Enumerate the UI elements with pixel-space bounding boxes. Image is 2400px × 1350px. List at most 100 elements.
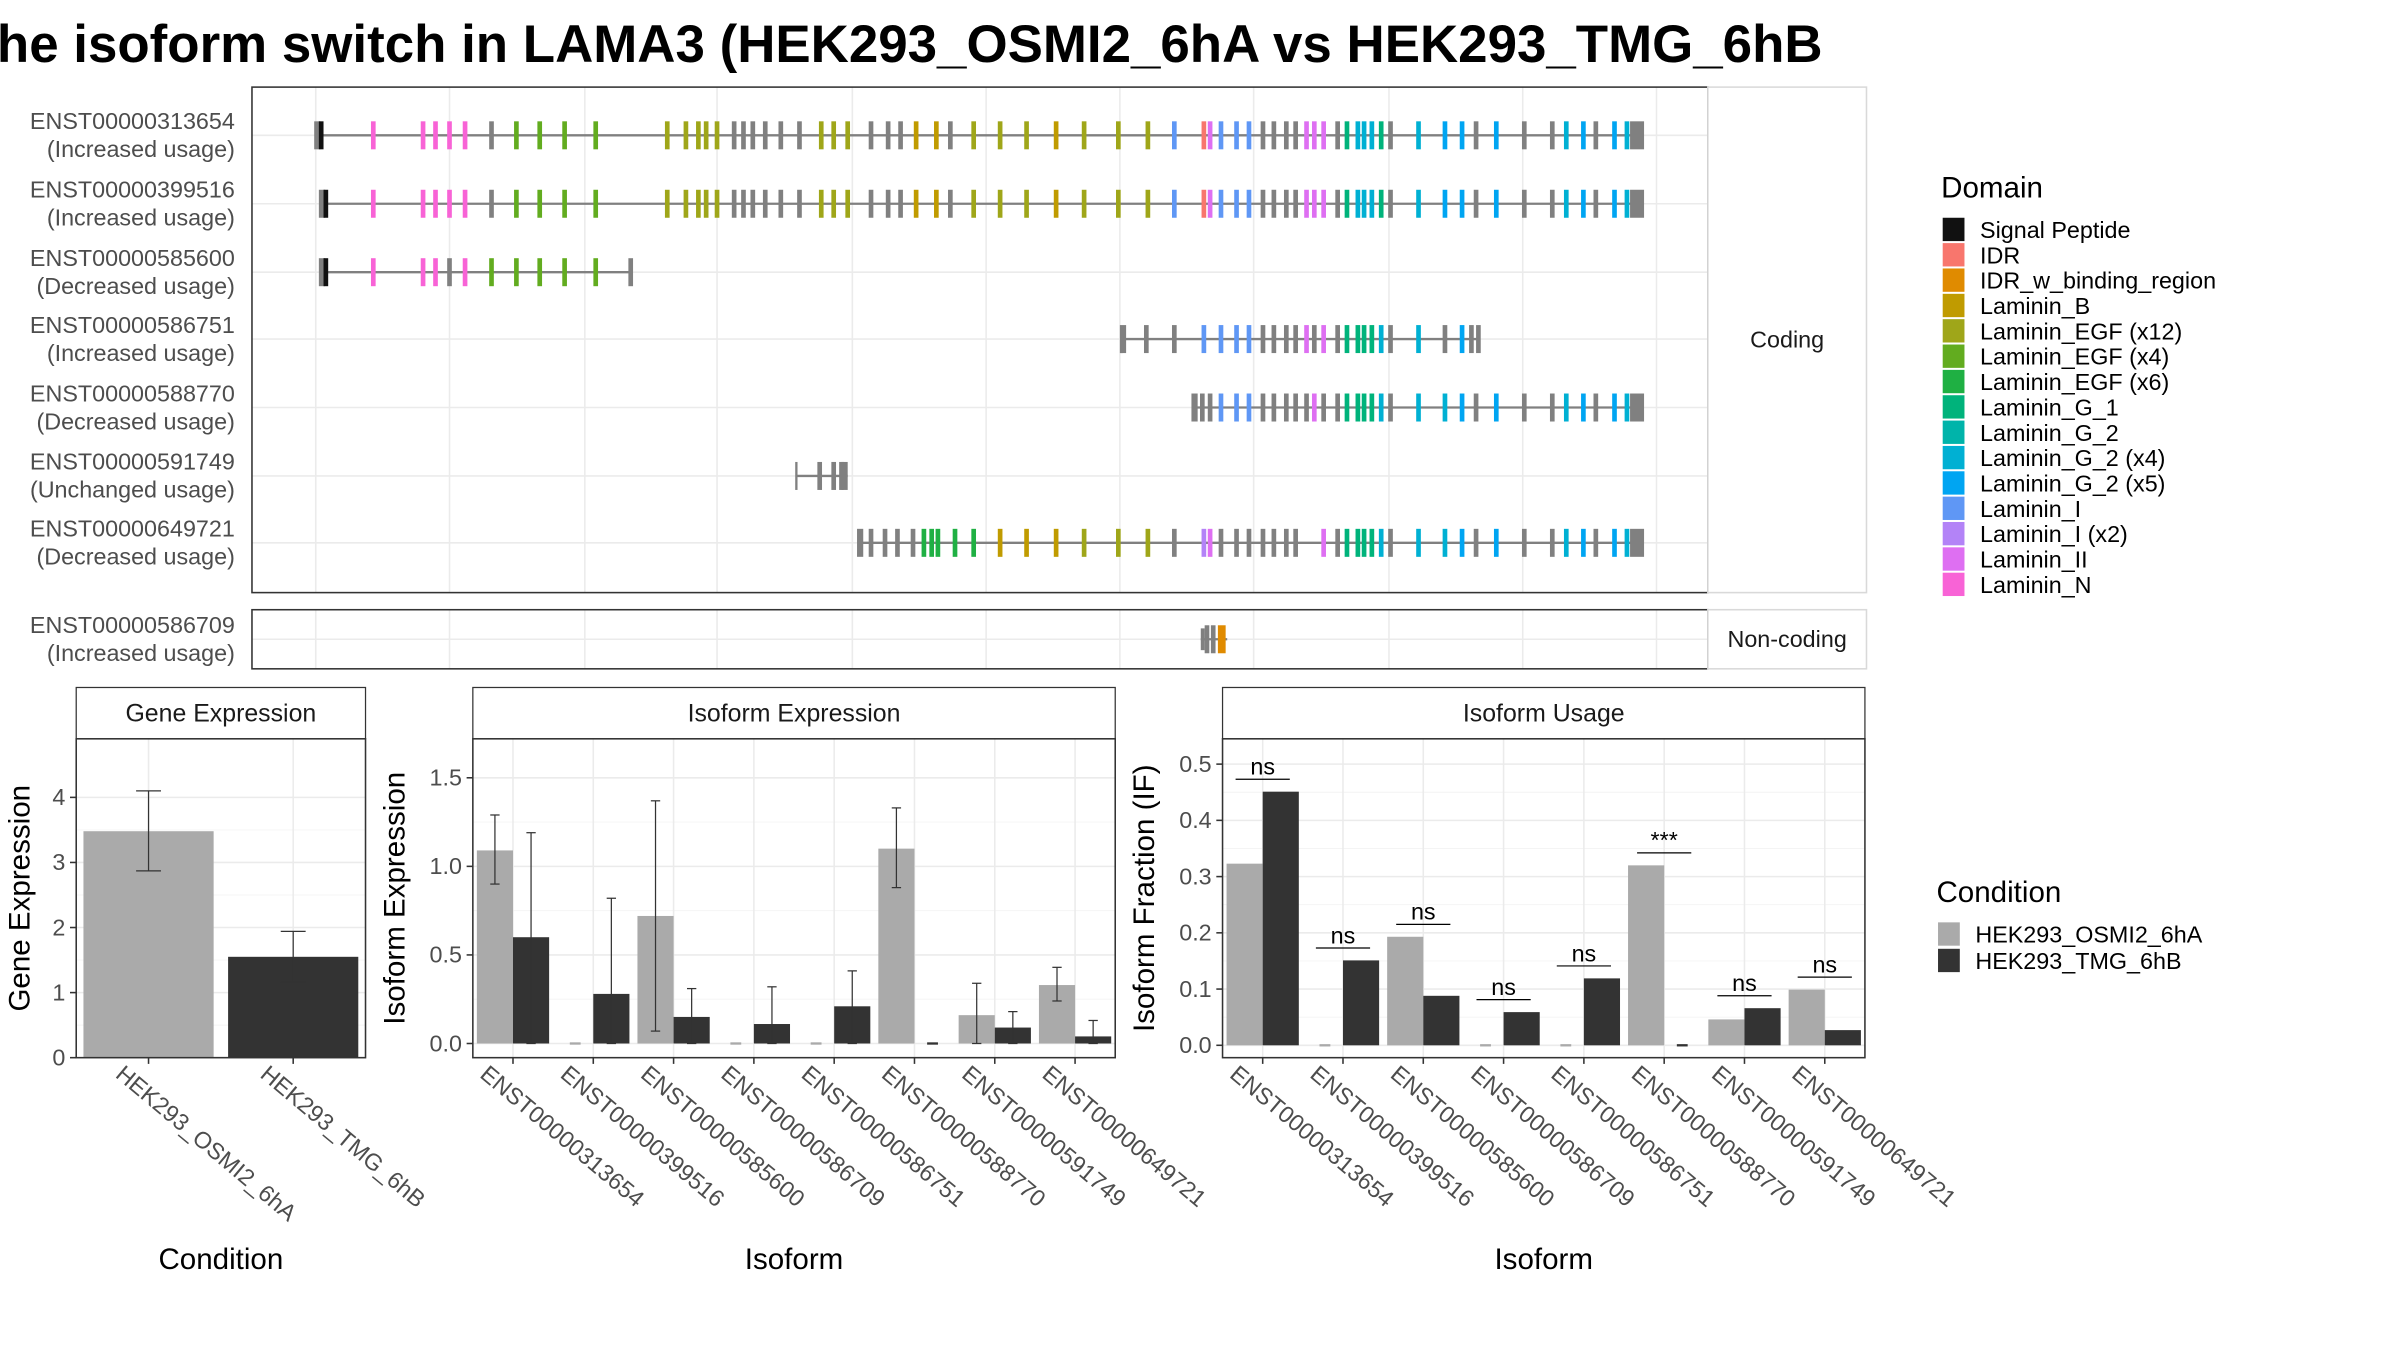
exon	[1473, 121, 1479, 150]
exon	[1246, 121, 1252, 150]
domain-legend: Domain Signal PeptideIDRIDR_w_binding_reg…	[1941, 172, 2216, 598]
exon	[1493, 528, 1499, 557]
exon	[537, 189, 543, 218]
exon	[1416, 121, 1421, 150]
exon	[696, 121, 701, 150]
exon	[1218, 325, 1224, 354]
exon	[831, 461, 837, 490]
exon	[1234, 121, 1239, 150]
domain-legend-key	[1942, 420, 1965, 444]
significance-label: ns	[1812, 952, 1837, 978]
exon	[1335, 393, 1340, 422]
exon	[1293, 393, 1298, 422]
exon	[1304, 189, 1309, 218]
exon	[1234, 189, 1239, 218]
transcript-usage: (Increased usage)	[47, 340, 235, 366]
exon	[934, 121, 939, 150]
bar	[1423, 995, 1460, 1046]
transcript-usage: (Decreased usage)	[36, 544, 234, 570]
exon	[1260, 528, 1266, 557]
exon	[952, 528, 958, 557]
exon	[1207, 189, 1213, 218]
exon	[1388, 393, 1393, 422]
exon	[1204, 625, 1210, 654]
exon	[1378, 121, 1384, 150]
exon	[1234, 325, 1239, 354]
exon	[1171, 325, 1177, 354]
bar	[1788, 989, 1825, 1046]
exon	[1521, 121, 1527, 150]
domain-legend-label: Laminin_I	[1980, 496, 2081, 522]
exon	[447, 258, 452, 287]
bar	[1708, 1019, 1745, 1046]
domain-legend-key	[1942, 547, 1965, 571]
exon	[1246, 325, 1252, 354]
significance-label: ns	[1250, 754, 1275, 780]
exon	[971, 121, 977, 150]
exon	[934, 189, 939, 218]
exon	[683, 189, 689, 218]
exon	[1459, 189, 1465, 218]
exon	[1344, 325, 1350, 354]
exon	[1581, 393, 1586, 422]
significance-label: ns	[1732, 970, 1757, 996]
exon	[997, 528, 1003, 557]
transcript-id: ENST00000586709	[30, 612, 235, 638]
exon	[750, 121, 756, 150]
exon	[1081, 528, 1087, 557]
exon	[1344, 528, 1350, 557]
exon	[1283, 189, 1289, 218]
condition-legend-key	[1938, 948, 1960, 973]
exon	[462, 258, 468, 287]
y-tick-label: 4	[52, 784, 65, 810]
exon	[1388, 528, 1393, 557]
exon	[1549, 393, 1555, 422]
exon	[1293, 121, 1298, 150]
exon	[1344, 189, 1350, 218]
exon	[1442, 325, 1448, 354]
exon	[1218, 189, 1224, 218]
exon	[714, 121, 720, 150]
exon	[1581, 528, 1586, 557]
bar	[1387, 936, 1424, 1046]
exon	[1081, 121, 1087, 150]
exon	[1271, 325, 1277, 354]
exon-signal-peptide	[323, 189, 329, 218]
domain-legend-label: Laminin_G_2 (x4)	[1980, 445, 2165, 471]
x-axis-title: Isoform	[1494, 1243, 1593, 1276]
bar	[1744, 1008, 1781, 1046]
exon	[1293, 189, 1298, 218]
exon	[1369, 528, 1375, 557]
exon	[1171, 528, 1177, 557]
exon	[818, 189, 824, 218]
transcript-id: ENST00000585600	[30, 245, 235, 271]
domain-legend-key	[1942, 268, 1965, 292]
transcript-usage: (Decreased usage)	[36, 408, 234, 434]
transcript-id: ENST00000649721	[30, 516, 235, 542]
exon	[1624, 528, 1630, 557]
exon	[1563, 528, 1569, 557]
exon-utr	[318, 258, 326, 287]
exon	[1143, 325, 1149, 354]
exon-utr	[1630, 528, 1645, 557]
plot-frame	[1221, 738, 1866, 1059]
exon	[1361, 528, 1367, 557]
exon	[1218, 121, 1224, 150]
exon	[1207, 528, 1213, 557]
exon	[1624, 393, 1630, 422]
exon	[1563, 189, 1569, 218]
exon	[1218, 528, 1224, 557]
exon-utr	[1630, 393, 1645, 422]
exon	[1053, 528, 1059, 557]
y-axis-title: Isoform Expression	[378, 772, 411, 1025]
exon	[1321, 528, 1326, 557]
exon	[696, 189, 701, 218]
exon	[514, 121, 519, 150]
y-tick-label: 0	[52, 1044, 65, 1070]
exon	[868, 528, 874, 557]
exon	[1335, 528, 1340, 557]
exon	[885, 189, 891, 218]
exon	[1201, 189, 1207, 218]
